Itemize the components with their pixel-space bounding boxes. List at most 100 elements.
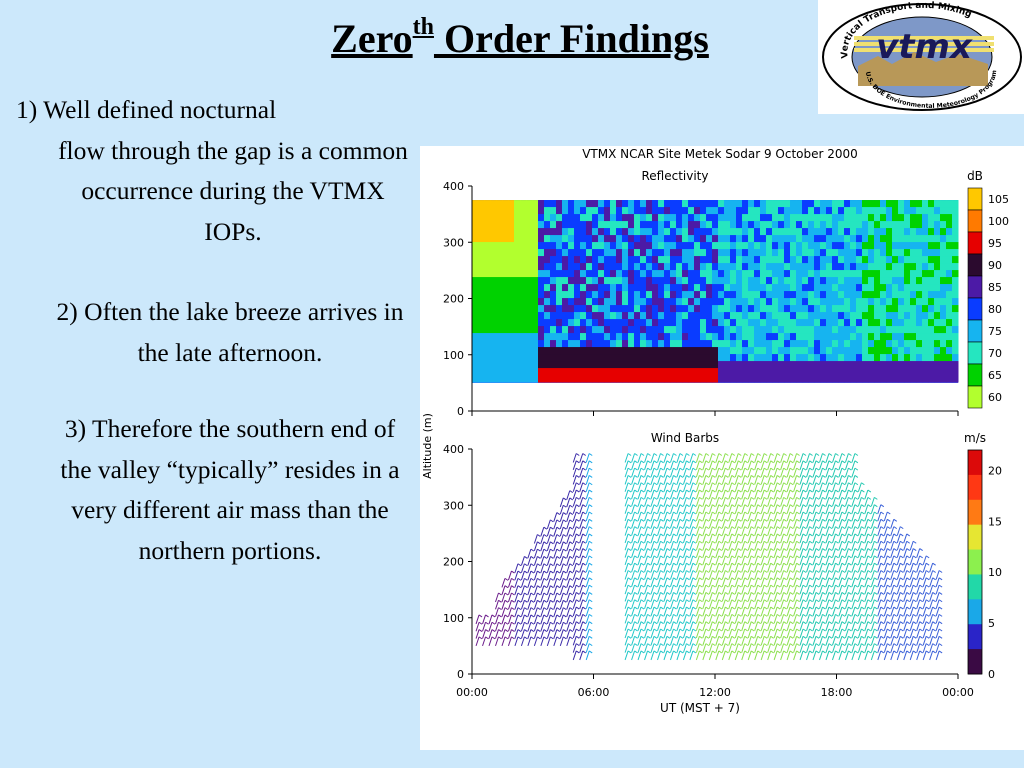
wind-barb [637,460,642,470]
wind-barb-flag [660,562,664,566]
wind-barb [715,482,720,492]
wind-barb [767,482,772,492]
reflectivity-cell [790,340,797,348]
wind-barb [747,548,752,558]
reflectivity-cell [616,319,623,327]
wind-barb-flag [582,496,587,500]
wind-barb-flag [809,475,813,478]
wind-barb [695,555,700,566]
reflectivity-cell [742,235,749,243]
wind-barb [663,614,668,624]
reflectivity-cell [700,312,707,320]
wind-barb-flag [712,496,716,500]
wind-barb [819,519,823,529]
wind-barb-flag [861,584,865,588]
wind-barb [637,482,642,492]
wind-barb [741,482,746,492]
reflectivity-cell [478,333,485,341]
reflectivity-cell [754,221,761,229]
wind-barb [799,467,804,478]
reflectivity-cell [874,284,881,292]
wind-barb-flag [880,650,885,654]
wind-barb-flag [835,489,839,493]
reflectivity-cell [910,305,917,313]
wind-barb-flag [835,504,839,508]
reflectivity-cell [850,375,857,383]
reflectivity-cell [946,305,953,313]
wind-barb [773,563,778,573]
wind-barb-flag [640,562,645,566]
reflectivity-cell [574,305,581,313]
wind-barb [773,555,778,566]
reflectivity-cell [862,228,869,236]
reflectivity-cell [472,298,479,306]
reflectivity-cell [682,214,689,222]
wind-barb [780,643,785,653]
wind-barb-flag [828,650,833,654]
wind-barb-flag [874,628,878,632]
wind-barb-flag [822,540,826,544]
reflectivity-cell [544,228,551,236]
wind-barb-flag [737,475,742,478]
wind-barb-flag [647,533,651,537]
wind-barb [728,511,733,522]
wind-barb-flag [783,584,787,588]
wind-barb-flag [861,562,865,566]
reflectivity-cell [616,326,623,334]
wind-barb-flag [763,570,768,573]
reflectivity-cell [952,361,959,369]
reflectivity-cell [910,340,917,348]
wind-barb-flag [660,555,664,559]
reflectivity-cell [496,200,503,208]
wind-barb [786,467,791,478]
wind-barb [721,519,726,529]
wind-barb-flag [848,650,852,654]
reflectivity-cell [640,277,647,285]
wind-barb-flag [874,526,878,530]
wind-barb-flag [887,650,891,654]
wind-barb [585,460,590,470]
wind-barb-flag [796,606,800,610]
reflectivity-cell [910,326,917,334]
reflectivity-cell [472,270,479,278]
reflectivity-cell [892,354,899,362]
wind-barb-flag [763,453,768,456]
wind-barb [812,570,817,580]
wind-barb [890,526,895,536]
reflectivity-cell [808,249,815,257]
wind-barb-flag [537,570,541,574]
wind-barb [754,504,759,514]
reflectivity-cell [538,312,545,320]
reflectivity-cell [760,228,767,236]
wind-barb-flag [848,489,852,493]
wind-barb [559,570,564,581]
wind-barb-flag [543,563,548,567]
wind-barb [838,628,843,639]
wind-barb-flag [763,533,768,537]
reflectivity-cell [622,270,629,278]
wind-barb-flag [731,635,736,639]
reflectivity-cell [622,347,629,355]
vtmx-logo: vtmx Vertical Transport and Mixing U.S. … [818,0,1024,114]
wind-barb-flag [796,548,800,551]
reflectivity-cell [778,333,785,341]
wind-barb-flag [543,585,548,589]
reflectivity-cell [946,361,953,369]
wind-barb-flag [692,489,697,493]
wind-barb-flag [550,599,554,603]
reflectivity-cell [610,256,617,264]
reflectivity-cell [850,284,857,292]
wind-barb-flag [841,489,846,493]
reflectivity-cell [898,214,905,222]
reflectivity-cell [730,298,737,306]
wind-barb [689,526,694,536]
wind-barb-flag [686,496,690,500]
wind-barb-flag [789,453,794,456]
reflectivity-cell [694,228,701,236]
wind-barb-flag [874,599,878,603]
reflectivity-cell [928,305,935,313]
wind-barb-flag [543,541,548,545]
wind-barb-flag [861,621,865,625]
reflectivity-cell [910,242,917,250]
reflectivity-cell [604,326,611,334]
